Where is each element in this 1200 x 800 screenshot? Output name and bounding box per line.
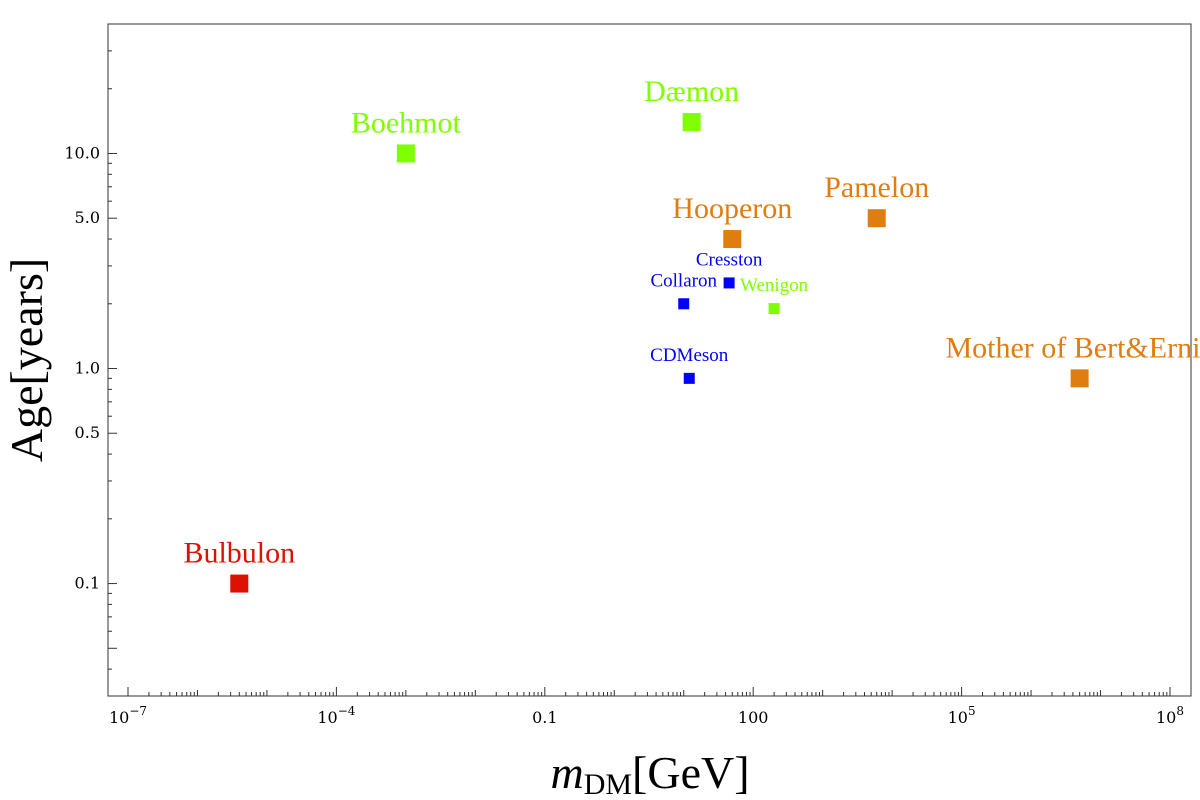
data-point-marker xyxy=(682,113,701,132)
data-point-label: Dæmon xyxy=(644,75,739,108)
x-tick-label: 100 xyxy=(738,708,769,727)
data-point-marker xyxy=(396,144,415,163)
plot-frame xyxy=(107,23,1192,697)
data-point-label: Hooperon xyxy=(672,192,792,225)
data-point-label: Bulbulon xyxy=(183,537,295,570)
data-point-label: Cresston xyxy=(696,249,763,270)
y-tick-label: 0.5 xyxy=(75,423,100,442)
data-point-marker xyxy=(723,277,735,289)
data-point-label: Boehmot xyxy=(351,106,462,139)
y-tick-labels: 0.1 0.5 1.0 5.0 10.0 xyxy=(64,143,100,592)
y-tick-label: 5.0 xyxy=(75,208,100,227)
y-tick-label: 0.1 xyxy=(75,574,100,593)
x-axis-title-sub: DM xyxy=(584,768,632,800)
data-point-label: Mother of Bert&Ernie xyxy=(945,331,1200,364)
x-axis-title: mDM[GeV] xyxy=(550,747,749,800)
data-point-marker xyxy=(768,303,780,315)
data-point-label: Wenigon xyxy=(740,275,809,296)
data-point-label: CDMeson xyxy=(650,345,729,366)
y-tick-label: 10.0 xyxy=(64,143,100,162)
x-tick-label: 105 xyxy=(948,704,976,727)
data-points: Boehmot Dæmon Hooperon Pamelon CresstonColla… xyxy=(183,75,1200,593)
x-tick-label: 10−7 xyxy=(109,704,147,727)
x-axis-title-main: m xyxy=(550,747,583,798)
data-point-label: Pamelon xyxy=(824,171,929,204)
data-point-marker xyxy=(723,230,742,249)
y-tick-label: 1.0 xyxy=(75,359,100,378)
data-point-marker xyxy=(683,372,695,384)
data-point-marker xyxy=(230,574,249,593)
data-point-marker xyxy=(867,209,886,228)
data-point-marker xyxy=(678,298,690,310)
x-tick-label: 10−4 xyxy=(317,704,355,727)
data-point-marker xyxy=(1070,369,1089,388)
x-tick-label: 108 xyxy=(1156,704,1184,727)
tick-marks xyxy=(108,23,1171,697)
x-tick-labels: 10−7 10−4 0.1 100 105 108 xyxy=(109,704,1184,727)
y-axis-title: Age[years] xyxy=(1,258,52,462)
data-point-label: Collaron xyxy=(650,270,717,291)
x-tick-label: 0.1 xyxy=(532,708,557,727)
x-axis-title-unit: [GeV] xyxy=(632,747,750,798)
